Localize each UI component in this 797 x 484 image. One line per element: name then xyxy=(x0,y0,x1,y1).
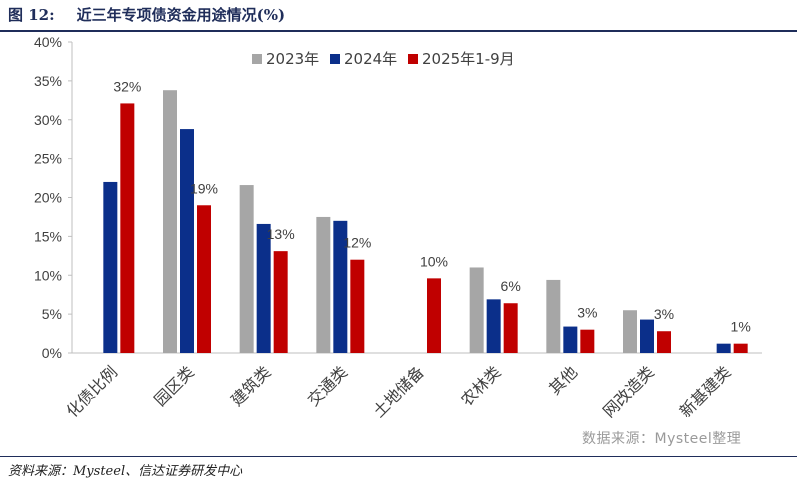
legend-label: 2024年 xyxy=(344,50,397,68)
bar xyxy=(503,303,518,353)
legend-swatch xyxy=(330,54,340,64)
bar xyxy=(580,329,595,353)
bar xyxy=(256,223,271,353)
data-label: 3% xyxy=(654,306,674,322)
figure-number: 图 12: xyxy=(8,6,55,24)
category-label: 交通类 xyxy=(304,362,351,409)
data-label: 1% xyxy=(731,319,751,335)
bar xyxy=(469,267,484,353)
bar xyxy=(640,319,654,353)
bar xyxy=(350,259,365,353)
bar xyxy=(563,326,578,353)
data-label: 6% xyxy=(501,278,521,294)
legend-swatch xyxy=(408,54,418,64)
source-note: 资料来源：Mysteel、信达证券研发中心 xyxy=(8,464,243,479)
data-label: 32% xyxy=(113,78,141,94)
bar xyxy=(239,185,254,353)
category-label: 园区类 xyxy=(150,362,197,409)
y-tick-label: 30% xyxy=(34,112,62,128)
source-rule xyxy=(0,456,797,457)
bar xyxy=(733,343,748,353)
bar xyxy=(180,129,194,353)
bar xyxy=(273,251,288,353)
title-rule xyxy=(0,30,797,32)
y-tick-label: 15% xyxy=(34,228,62,244)
watermark: 数据来源：Mysteel整理 xyxy=(582,431,742,447)
figure-title: 图 12: 近三年专项债资金用途情况(%) xyxy=(8,2,285,28)
data-label: 3% xyxy=(577,305,597,321)
bar xyxy=(103,181,118,353)
y-tick-label: 25% xyxy=(34,151,62,167)
data-label: 10% xyxy=(420,253,448,269)
category-label: 土地储备 xyxy=(369,362,428,421)
bar xyxy=(716,343,731,353)
category-label: 新基建类 xyxy=(676,362,735,421)
category-label: 其他 xyxy=(545,362,581,398)
y-tick-label: 10% xyxy=(34,267,62,283)
figure-title-text: 近三年专项债资金用途情况(%) xyxy=(76,6,286,24)
legend-swatch xyxy=(252,54,262,64)
legend-label: 2025年1-9月 xyxy=(422,50,515,68)
bar xyxy=(333,220,348,353)
data-label: 12% xyxy=(343,235,371,251)
bar xyxy=(546,279,561,353)
bar xyxy=(197,205,211,353)
y-tick-label: 0% xyxy=(42,345,62,361)
bar xyxy=(486,299,501,353)
bar xyxy=(657,331,671,353)
bar xyxy=(163,90,177,353)
bar-chart: 0% 5% 10% 15% 20% 25% 30% 35% 40% 32% 化债比例 19% 园区类 13… xyxy=(34,34,762,421)
category-label: 化债比例 xyxy=(62,362,121,421)
bar xyxy=(120,103,135,353)
legend-label: 2023年 xyxy=(266,50,319,68)
category-label: 建筑类 xyxy=(227,362,274,409)
category-label: 网改造类 xyxy=(599,362,658,421)
bar xyxy=(427,278,441,353)
data-label: 19% xyxy=(190,180,218,196)
data-label: 13% xyxy=(267,226,295,242)
y-tick-label: 40% xyxy=(34,34,62,50)
bar xyxy=(623,310,637,353)
y-tick-label: 35% xyxy=(34,73,62,89)
bar xyxy=(316,216,331,353)
category-label: 农林类 xyxy=(457,362,504,409)
y-tick-label: 20% xyxy=(34,190,62,206)
y-tick-label: 5% xyxy=(42,306,62,322)
